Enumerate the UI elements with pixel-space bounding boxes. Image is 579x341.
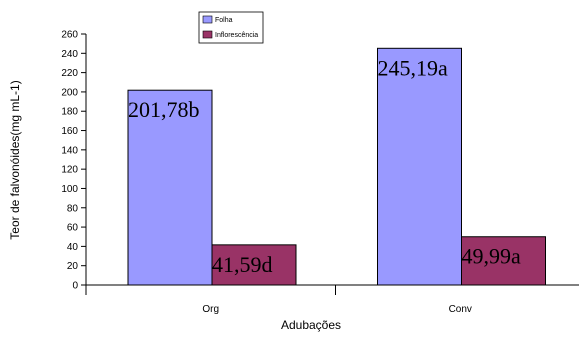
bar [377,47,462,286]
legend: Folha Inflorescência [198,11,264,44]
y-axis-title: Teor de falvonóides(mg mL-1) [8,80,22,239]
legend-label-inflorescencia: Inflorescência [215,32,258,39]
legend-swatch-folha [202,15,213,24]
y-tick-label: 240 [61,49,78,60]
x-axis-title: Adubações [281,318,341,332]
y-tick-label: 140 [61,145,78,156]
bars [127,47,546,286]
bar-data-label: 201,78b [128,97,200,122]
x-tick-label: Conv [449,304,472,315]
bar-data-label: 49,99a [462,244,522,269]
y-tick-label: 40 [67,242,79,253]
bar [127,89,213,286]
y-tick-label: 100 [61,184,78,195]
y-tick-label: 20 [67,261,79,272]
y-axis: 0 20 40 60 80 100 120 140 160 180 200 220 240 260 [61,30,87,292]
x-tick-label: Org [202,304,219,315]
y-tick-label: 0 [72,281,78,292]
bar [461,236,546,286]
y-tick-label: 60 [67,223,79,234]
bar [211,244,297,286]
legend-swatch-inflorescencia [202,30,213,39]
y-tick-label: 220 [61,68,78,79]
y-tick-label: 120 [61,165,78,176]
y-tick-label: 80 [67,203,79,214]
y-tick-label: 260 [61,30,78,41]
y-tick-label: 160 [61,126,78,137]
x-axis: Org Conv [85,284,579,315]
y-tick-label: 200 [61,87,78,98]
bar-data-label: 41,59d [212,252,273,277]
bar-data-label: 245,19a [378,55,449,80]
y-tick-label: 180 [61,107,78,118]
bar-labels: 201,78b 41,59d 245,19a 49,99a [128,55,521,277]
legend-label-folha: Folha [215,17,233,24]
